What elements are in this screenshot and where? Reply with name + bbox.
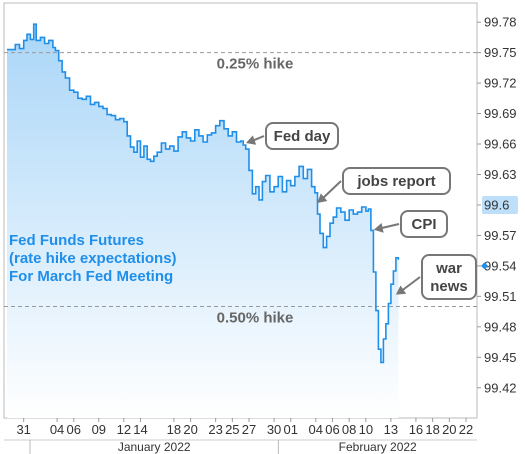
- x-tick-label: 16: [409, 422, 423, 437]
- annotation-arrow: [380, 223, 400, 230]
- x-tick-label: 06: [67, 422, 81, 437]
- y-tick-label: 99.66: [484, 137, 517, 152]
- x-axis-ticks: 31 04 06 09 12 14 18 20 23 25 27 30 01 04 06 08 10 13 16 18…: [16, 418, 473, 437]
- annotation-arrowhead: [395, 285, 407, 295]
- x-tick-label: 14: [133, 422, 147, 437]
- series-line: [7, 23, 400, 364]
- series-line-layer: [7, 23, 400, 364]
- chart-caption: Fed Funds Futures(rate hike expectations…: [9, 232, 177, 285]
- x-tick-label: 25: [225, 422, 239, 437]
- annotation-label: Fed day: [274, 128, 331, 145]
- annotation-arrowhead: [317, 193, 328, 204]
- x-tick-label: 13: [384, 422, 398, 437]
- x-tick-label: 08: [342, 422, 356, 437]
- x-tick-label: 04: [50, 422, 64, 437]
- annotation-box: [342, 167, 451, 195]
- caption-line: For March Fed Meeting: [9, 268, 173, 285]
- last-value-marker: [481, 262, 488, 270]
- annotation-label: war: [435, 260, 462, 277]
- annotation-label: CPI: [411, 216, 436, 233]
- reference-label-1: 0.25% hike: [217, 56, 294, 73]
- y-tick-label: 99.57: [484, 228, 517, 243]
- y-tick-label: 99.51: [484, 289, 517, 304]
- y-tick-label: 99.45: [484, 350, 517, 365]
- reference-label-2: 0.50% hike: [217, 310, 294, 327]
- x-tick-label: 27: [242, 422, 256, 437]
- x-tick-label: 20: [183, 422, 197, 437]
- y-tick-label: 99.54: [484, 258, 517, 273]
- area-fill-layer: [7, 24, 399, 418]
- annotation-arrowhead: [246, 135, 257, 145]
- y-tick-label: 99.75: [484, 45, 517, 60]
- x-tick-label: 18: [425, 422, 439, 437]
- y-tick-label: 99.42: [484, 380, 517, 395]
- month-labels: January 2022 February 2022: [4, 439, 477, 454]
- annotation-label: news: [430, 278, 468, 295]
- x-tick-label: 04: [309, 422, 323, 437]
- annotation-arrowhead: [373, 222, 384, 233]
- annotation-arrow: [321, 180, 342, 200]
- annotation-box: [265, 122, 339, 150]
- caption-line: Fed Funds Futures: [9, 232, 144, 249]
- x-tick-label: 06: [325, 422, 339, 437]
- x-tick-label: 18: [167, 422, 181, 437]
- y-axis-ticks: 99.78 99.75 99.72 99.69 99.66 99.63 99.6 99.57 9…: [477, 15, 518, 395]
- y-tick-highlight: [482, 195, 518, 214]
- x-tick-label: 30: [267, 422, 281, 437]
- x-tick-label: 12: [117, 422, 131, 437]
- x-tick-label: 20: [442, 422, 456, 437]
- annotation-arrow: [401, 276, 421, 292]
- annotation-box: [421, 254, 477, 300]
- y-tick-label: 99.78: [484, 15, 517, 30]
- y-tick-label: 99.48: [484, 319, 517, 334]
- annotation-box: [400, 210, 448, 238]
- x-tick-label: 01: [284, 422, 298, 437]
- x-tick-label: 22: [459, 422, 473, 437]
- y-tick-label: 99.6: [484, 197, 509, 212]
- y-tick-label: 99.63: [484, 167, 517, 182]
- y-tick-label: 99.72: [484, 76, 517, 91]
- reference-lines: 0.25% hike 0.50% hike: [4, 52, 477, 327]
- annotation-label: jobs report: [356, 173, 435, 190]
- month-label: February 2022: [339, 440, 417, 454]
- y-tick-label: 99.69: [484, 106, 517, 121]
- x-tick-label: 09: [92, 422, 106, 437]
- caption-line: (rate hike expectations): [9, 250, 177, 267]
- annotation-arrow: [252, 135, 265, 142]
- month-label: January 2022: [118, 440, 191, 454]
- area-fill: [7, 24, 399, 418]
- x-tick-label: 23: [208, 422, 222, 437]
- x-tick-label: 10: [359, 422, 373, 437]
- x-tick-label: 31: [16, 422, 30, 437]
